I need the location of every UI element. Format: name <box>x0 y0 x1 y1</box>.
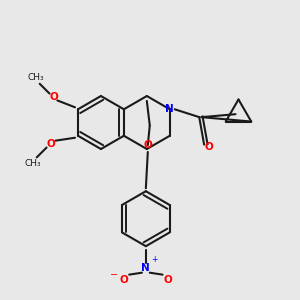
Text: CH₃: CH₃ <box>28 74 44 82</box>
Text: +: + <box>152 255 158 264</box>
Text: O: O <box>205 142 213 152</box>
Text: O: O <box>120 274 129 285</box>
Text: O: O <box>163 274 172 285</box>
Text: N: N <box>142 263 150 273</box>
Text: N: N <box>165 104 174 114</box>
Text: CH₃: CH₃ <box>25 159 41 168</box>
Text: O: O <box>143 140 152 150</box>
Text: O: O <box>49 92 58 103</box>
Text: −: − <box>110 270 118 280</box>
Text: O: O <box>46 139 55 148</box>
